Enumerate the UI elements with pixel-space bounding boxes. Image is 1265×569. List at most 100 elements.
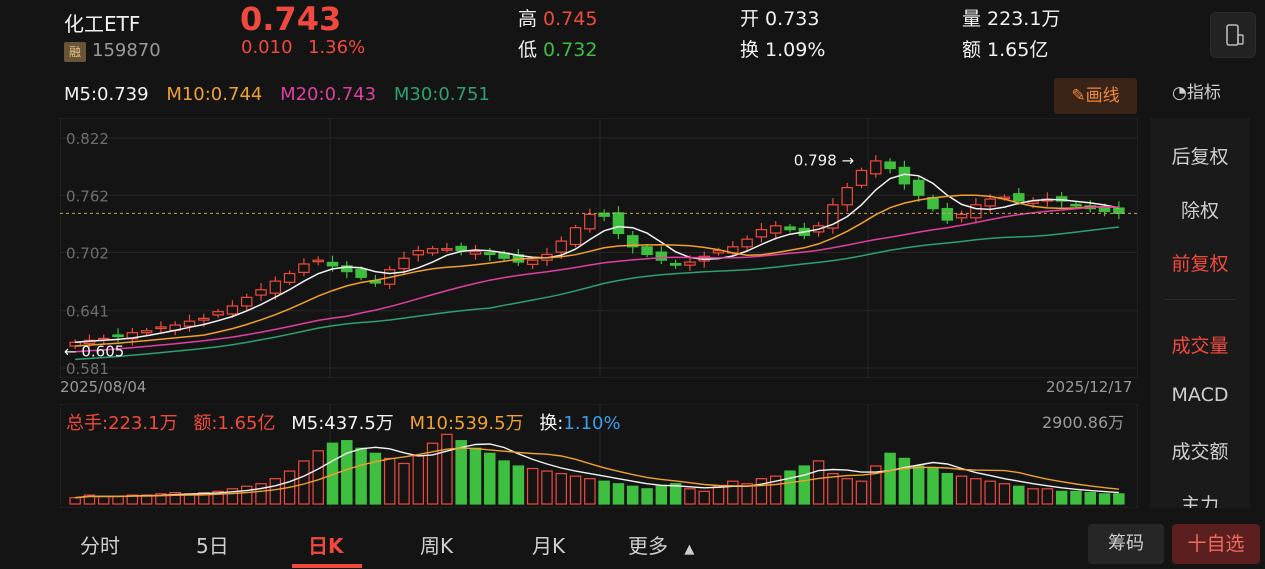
tab-intraday[interactable]: 分时 [80,534,120,558]
volume-bar [784,470,796,505]
volume-bar [669,483,682,505]
candle-body [712,250,725,254]
volume-bar [1041,488,1054,505]
volume-bar [598,480,610,505]
candle-body [469,250,482,255]
candle-body [226,305,239,315]
volume-bar [1070,490,1082,505]
ma-line [75,205,1119,353]
volume-bar [569,475,582,505]
volume-bar [1013,485,1025,505]
ma-line [75,194,1119,347]
candle-body [655,251,668,261]
volume-bar [341,440,353,505]
volume-bar [126,494,139,505]
volume-bar [255,483,267,505]
volume-bar [912,465,925,505]
high-annotation: 0.798 → [794,151,854,169]
volume-bar [1113,493,1125,505]
stat-volume: 量 223.1万 [962,4,1060,31]
volume-bar [712,485,725,505]
margin-badge: 融 [64,42,86,62]
volume-bar [970,478,982,505]
volume-bar [383,457,396,505]
tab-5day[interactable]: 5日 [196,534,229,558]
volume-ma-line [75,447,1119,499]
volume-chart[interactable] [60,404,1138,508]
candle-body [140,330,153,334]
volume-bar [240,485,253,505]
y-tick-label: 0.641 [66,303,109,321]
volume-bar [898,457,911,505]
ma20-label: M20:0.743 [280,84,377,105]
candle-body [398,257,410,270]
volume-bar [555,472,568,505]
tab-more[interactable]: 更多 ▲ [628,530,694,559]
landscape-toggle-button[interactable] [1210,12,1256,58]
volume-max-label: 2900.86万 [1042,413,1125,432]
volume-bar [212,490,224,505]
volume-bar [927,467,939,505]
draw-line-button[interactable]: ✎画线 [1054,78,1137,114]
candle-body [927,196,939,210]
side-item-post-adjust[interactable]: 后复权 [1171,146,1229,168]
stat-turnover: 换 1.09% [740,35,825,62]
candle-body [555,240,568,253]
candle-body [112,334,124,338]
volume-bar [484,452,496,505]
stat-low-label: 低 [518,39,538,61]
y-tick-label: 0.762 [66,187,109,205]
tab-daily-k[interactable]: 日K [308,534,344,558]
volume-bar [741,483,753,505]
ma-line [75,173,1120,343]
y-tick-label: 0.581 [66,360,109,378]
candle-body [941,208,954,221]
stat-high-value: 0.745 [543,8,598,30]
side-item-macd[interactable]: MACD [1171,384,1229,406]
candle-body [855,169,868,186]
volume-bar [727,480,739,505]
candle-body [240,296,253,307]
candlestick-chart[interactable]: 0.822 0.762 0.702 0.641 0.581 0.798 → ← 0.605 [60,118,1138,378]
candle-body [455,245,467,252]
candle-body [741,238,753,248]
stat-volume-value: 223.1万 [987,8,1061,30]
ma10-label: M10:0.744 [166,84,263,105]
candle-body [669,262,682,266]
side-item-amount[interactable]: 成交额 [1171,441,1229,463]
ma5-label: M5:0.739 [64,84,149,105]
ma-line [75,226,1119,361]
volume-bar [755,478,768,505]
candle-body [626,235,639,248]
candle-body [884,161,896,170]
phone-icon [1226,24,1244,46]
volume-ma-line [75,443,1119,499]
candle-body [198,317,210,321]
candle-body [341,265,353,273]
stat-volume-label: 量 [962,8,982,30]
tab-weekly-k[interactable]: 周K [420,534,454,558]
candle-body [784,226,796,231]
side-item-main-force[interactable]: 主力 [1180,494,1219,508]
volume-bar [312,450,324,505]
candle-body [426,248,439,254]
candle-body [755,229,768,238]
side-item-pre-adjust[interactable]: 前复权 [1171,253,1229,275]
side-item-volume[interactable]: 成交量 [1171,335,1229,357]
y-tick-label: 0.702 [66,245,109,263]
chip-distribution-button[interactable]: 筹码 [1088,524,1164,564]
candle-body [912,179,925,196]
candle-body [827,204,839,229]
tab-monthly-k[interactable]: 月K [532,534,566,558]
volume-bar [469,447,482,505]
candle-body [298,263,310,273]
volume-bar [169,491,181,505]
volume-bar [655,485,668,505]
side-item-ex-rights[interactable]: 除权 [1180,200,1219,222]
volume-bar [998,483,1011,505]
candle-body [870,160,882,175]
volume-bar [1084,491,1097,505]
volume-bar [1027,488,1039,505]
add-favorite-button[interactable]: 十自选 [1172,524,1260,564]
indicator-button[interactable]: ◔指标 [1172,78,1221,103]
